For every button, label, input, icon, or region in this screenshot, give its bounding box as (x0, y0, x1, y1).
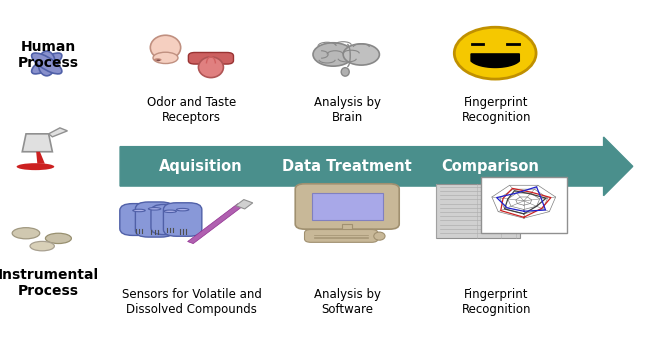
FancyBboxPatch shape (295, 184, 399, 229)
Ellipse shape (153, 52, 178, 63)
Ellipse shape (32, 53, 62, 74)
Ellipse shape (156, 59, 160, 61)
Ellipse shape (38, 51, 55, 76)
Text: Sensors for Volatile and
Dissolved Compounds: Sensors for Volatile and Dissolved Compo… (121, 288, 262, 316)
Ellipse shape (133, 209, 145, 212)
Text: Fingerprint
Recognition: Fingerprint Recognition (461, 96, 532, 124)
FancyBboxPatch shape (188, 52, 234, 64)
Ellipse shape (374, 232, 385, 240)
Ellipse shape (164, 210, 177, 213)
FancyArrow shape (188, 204, 243, 244)
Text: Odor and Taste
Receptors: Odor and Taste Receptors (147, 96, 236, 124)
Polygon shape (36, 152, 45, 164)
Polygon shape (120, 137, 633, 196)
Bar (481, 177, 567, 233)
Text: Aquisition: Aquisition (160, 159, 243, 174)
Bar (343, 224, 352, 230)
Text: Human
Process: Human Process (18, 40, 79, 70)
Ellipse shape (177, 209, 189, 211)
Text: Fingerprint
Recognition: Fingerprint Recognition (461, 288, 532, 316)
Ellipse shape (12, 228, 40, 239)
Polygon shape (22, 134, 53, 152)
Text: Comparison: Comparison (441, 159, 539, 174)
Bar (436, 184, 520, 238)
Ellipse shape (149, 208, 161, 210)
Ellipse shape (45, 233, 71, 244)
FancyBboxPatch shape (120, 204, 158, 235)
Bar (236, 200, 252, 209)
Bar (312, 193, 383, 221)
Polygon shape (471, 54, 519, 68)
Text: Analysis by
Brain: Analysis by Brain (313, 96, 381, 124)
Ellipse shape (333, 230, 361, 234)
Ellipse shape (454, 27, 536, 79)
Ellipse shape (32, 53, 62, 74)
Ellipse shape (199, 57, 223, 78)
Ellipse shape (343, 44, 380, 65)
Ellipse shape (341, 68, 349, 76)
Ellipse shape (154, 58, 162, 61)
Text: Data Treatment: Data Treatment (282, 159, 412, 174)
Ellipse shape (17, 163, 55, 170)
FancyBboxPatch shape (136, 202, 174, 237)
Ellipse shape (151, 35, 180, 60)
Text: Analysis by
Software: Analysis by Software (313, 288, 381, 316)
FancyBboxPatch shape (164, 203, 202, 236)
Polygon shape (49, 128, 67, 137)
Text: Instrumental
Process: Instrumental Process (0, 268, 99, 298)
Ellipse shape (313, 43, 353, 66)
FancyBboxPatch shape (151, 204, 190, 235)
FancyBboxPatch shape (304, 229, 378, 242)
Ellipse shape (30, 241, 55, 251)
